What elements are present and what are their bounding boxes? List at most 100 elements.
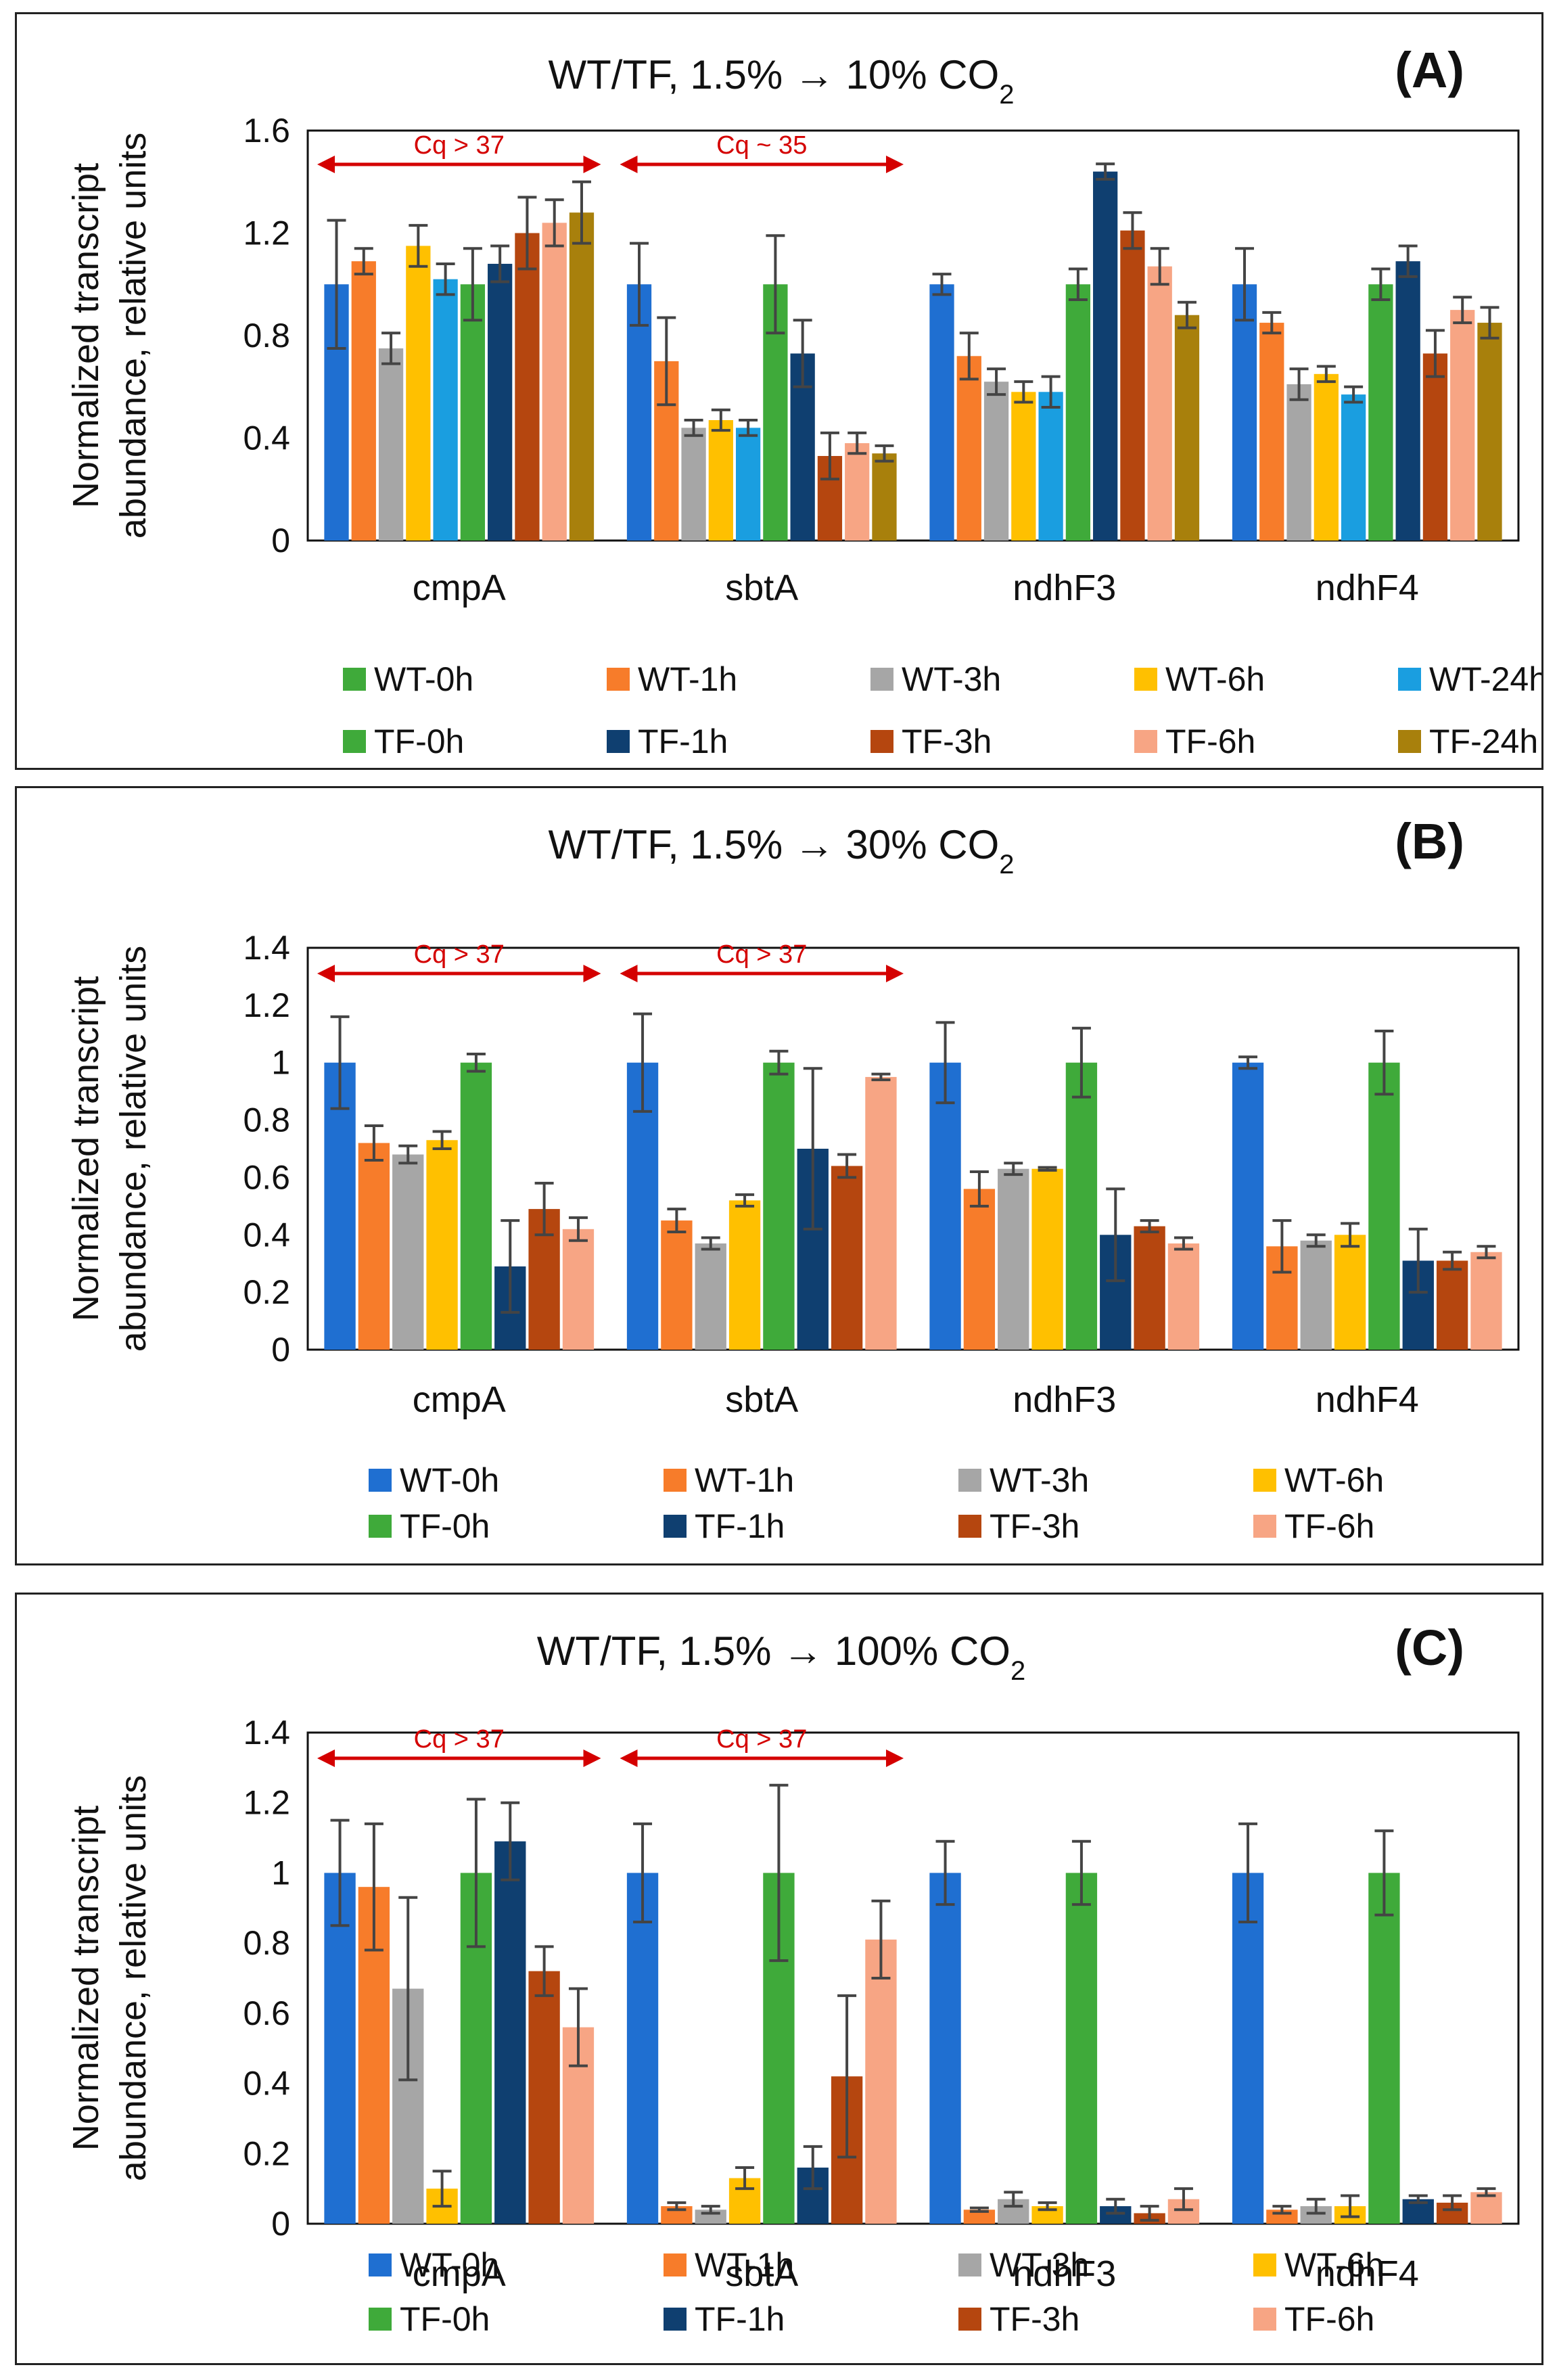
plot-area (306, 1731, 1520, 2225)
legend-swatch-wt-1h (664, 2253, 687, 2276)
annotation-label: Cq > 37 (414, 940, 505, 969)
bar-tf-24h-cmpa (569, 212, 595, 541)
bar-tf-0h-cmpa (460, 284, 486, 541)
legend-label-wt-3h: WT-3h (990, 2246, 1089, 2284)
y-tick-label: 0.2 (243, 2134, 290, 2172)
legend-swatch-tf-0h (343, 730, 366, 753)
legend-swatch-wt-0h (343, 668, 366, 691)
legend-label-wt-0h: WT-0h (374, 660, 473, 698)
bar-wt-24h-sbta (735, 428, 761, 541)
bar-chart-a: WT/TF, 1.5% → 10% CO2 (A) Normalized trans… (66, 42, 1541, 760)
legend-swatch-tf-0h (369, 2308, 392, 2331)
legend-label-tf-3h: TF-3h (990, 2300, 1079, 2338)
category-label-sbta: sbtA (725, 568, 798, 608)
panel-label: (B) (1395, 813, 1464, 869)
plot-area (306, 946, 1520, 1351)
annotation-arrowhead-right (886, 156, 904, 173)
panel-label: (A) (1395, 42, 1464, 98)
bar-tf-6h-ndhf4 (1450, 310, 1475, 541)
y-tick-label: 0.6 (243, 1994, 290, 2032)
y-tick-label: 1.2 (243, 1784, 290, 1822)
category-label-ndhf3: ndhF3 (1013, 568, 1116, 608)
category-label-ndhf3: ndhF3 (1013, 1379, 1116, 1420)
bar-tf-6h-sbta (865, 1076, 897, 1350)
bar-tf-0h-sbta (763, 1062, 795, 1350)
y-tick-label: 0.2 (243, 1273, 290, 1311)
bar-wt-0h-sbta (626, 284, 652, 541)
legend-label-wt-3h: WT-3h (902, 660, 1001, 698)
legend-label-tf-1h: TF-1h (695, 2300, 785, 2338)
legend-swatch-wt-1h (607, 668, 630, 691)
chart-title: WT/TF, 1.5% → 30% CO2 (548, 822, 1014, 879)
bar-tf-6h-ndhf4 (1470, 2192, 1502, 2224)
legend-label-wt-0h: WT-0h (400, 2246, 499, 2284)
y-axis-label-line1: Normalized transcript (66, 1806, 106, 2151)
legend-swatch-wt-0h (369, 2253, 392, 2276)
bar-wt-6h-ndhf3 (1031, 1168, 1063, 1350)
legend-label-tf-6h: TF-6h (1284, 1507, 1374, 1545)
category-label-ndhf4: ndhF4 (1316, 1379, 1419, 1420)
y-tick-label: 0.4 (243, 2065, 290, 2103)
bar-tf-6h-ndhf3 (1147, 266, 1172, 541)
annotation-arrowhead-right (886, 1749, 904, 1767)
legend-label-tf-3h: TF-3h (902, 723, 992, 760)
annotation-arrowhead-left (620, 965, 638, 982)
annotation-arrowhead-left (620, 156, 638, 173)
annotation-label: Cq > 37 (414, 131, 505, 160)
legend-label-tf-24h: TF-24h (1429, 723, 1538, 760)
bar-wt-3h-cmpa (378, 348, 404, 541)
y-tick-label: 0 (271, 2205, 290, 2243)
bar-wt-0h-ndhf4 (1232, 1062, 1264, 1350)
y-tick-label: 0.8 (243, 1924, 290, 1962)
legend-swatch-wt-3h (958, 1469, 981, 1492)
legend-label-tf-3h: TF-3h (990, 1507, 1079, 1545)
bar-wt-6h-ndhf4 (1314, 373, 1339, 541)
bar-tf-6h-sbta (865, 1939, 897, 2224)
bar-wt-6h-sbta (708, 419, 733, 541)
legend-label-wt-1h: WT-1h (638, 660, 737, 698)
annotation-arrowhead-left (620, 1749, 638, 1767)
bar-tf-6h-ndhf4 (1470, 1252, 1502, 1350)
category-label-sbta: sbtA (725, 1379, 798, 1420)
bar-tf-0h-ndhf4 (1368, 1873, 1400, 2224)
bar-tf-3h-ndhf4 (1436, 1260, 1468, 1350)
legend-swatch-tf-3h (958, 2308, 981, 2331)
bar-chart-c: WT/TF, 1.5% → 100% CO2 (C) Normalized tran… (66, 1620, 1520, 2338)
bar-tf-3h-ndhf4 (1422, 353, 1448, 541)
y-axis-label-line1: Normalized transcript (66, 976, 106, 1321)
legend-swatch-tf-6h (1253, 1515, 1276, 1538)
legend-label-tf-1h: TF-1h (695, 1507, 785, 1545)
legend-label-wt-6h: WT-6h (1284, 1461, 1384, 1499)
annotation-arrowhead-left (317, 1749, 335, 1767)
bar-wt-3h-ndhf3 (998, 1168, 1029, 1350)
annotation-label: Cq > 37 (716, 940, 807, 969)
annotation-arrowhead-right (886, 965, 904, 982)
legend-label-tf-0h: TF-0h (374, 723, 464, 760)
legend-swatch-tf-3h (870, 730, 893, 753)
legend-swatch-tf-1h (664, 2308, 687, 2331)
legend-swatch-wt-24h (1398, 668, 1421, 691)
bar-tf-0h-ndhf3 (1065, 284, 1091, 541)
annotation-arrowhead-left (317, 156, 335, 173)
legend-label-wt-24h: WT-24h (1429, 660, 1541, 698)
category-label-ndhf4: ndhF4 (1316, 568, 1419, 608)
plot-area (306, 129, 1520, 542)
bar-tf-1h-ndhf3 (1093, 171, 1118, 541)
category-label-sbta: sbtA (725, 2253, 798, 2294)
chart-panel-b: WT/TF, 1.5% → 30% CO2 (B) Normalized trans… (15, 786, 1543, 1565)
chart-title: WT/TF, 1.5% → 100% CO2 (537, 1628, 1025, 1686)
bar-wt-3h-cmpa (392, 1154, 424, 1350)
bar-tf-1h-cmpa (494, 1841, 526, 2224)
legend-swatch-tf-1h (607, 730, 630, 753)
bar-wt-1h-ndhf3 (963, 2210, 996, 2224)
y-axis-label-line2: abundance, relative units (113, 946, 154, 1352)
legend-swatch-tf-0h (369, 1515, 392, 1538)
chart-panel-a: WT/TF, 1.5% → 10% CO2 (A) Normalized trans… (15, 12, 1543, 770)
annotation-arrowhead-right (583, 965, 601, 982)
bar-tf-0h-ndhf3 (1065, 1062, 1098, 1350)
annotation-label: Cq > 37 (716, 1725, 807, 1754)
bar-wt-0h-ndhf3 (929, 1062, 961, 1350)
legend-swatch-wt-3h (870, 668, 893, 691)
legend-label-wt-0h: WT-0h (400, 1461, 499, 1499)
legend-swatch-wt-6h (1253, 2253, 1276, 2276)
